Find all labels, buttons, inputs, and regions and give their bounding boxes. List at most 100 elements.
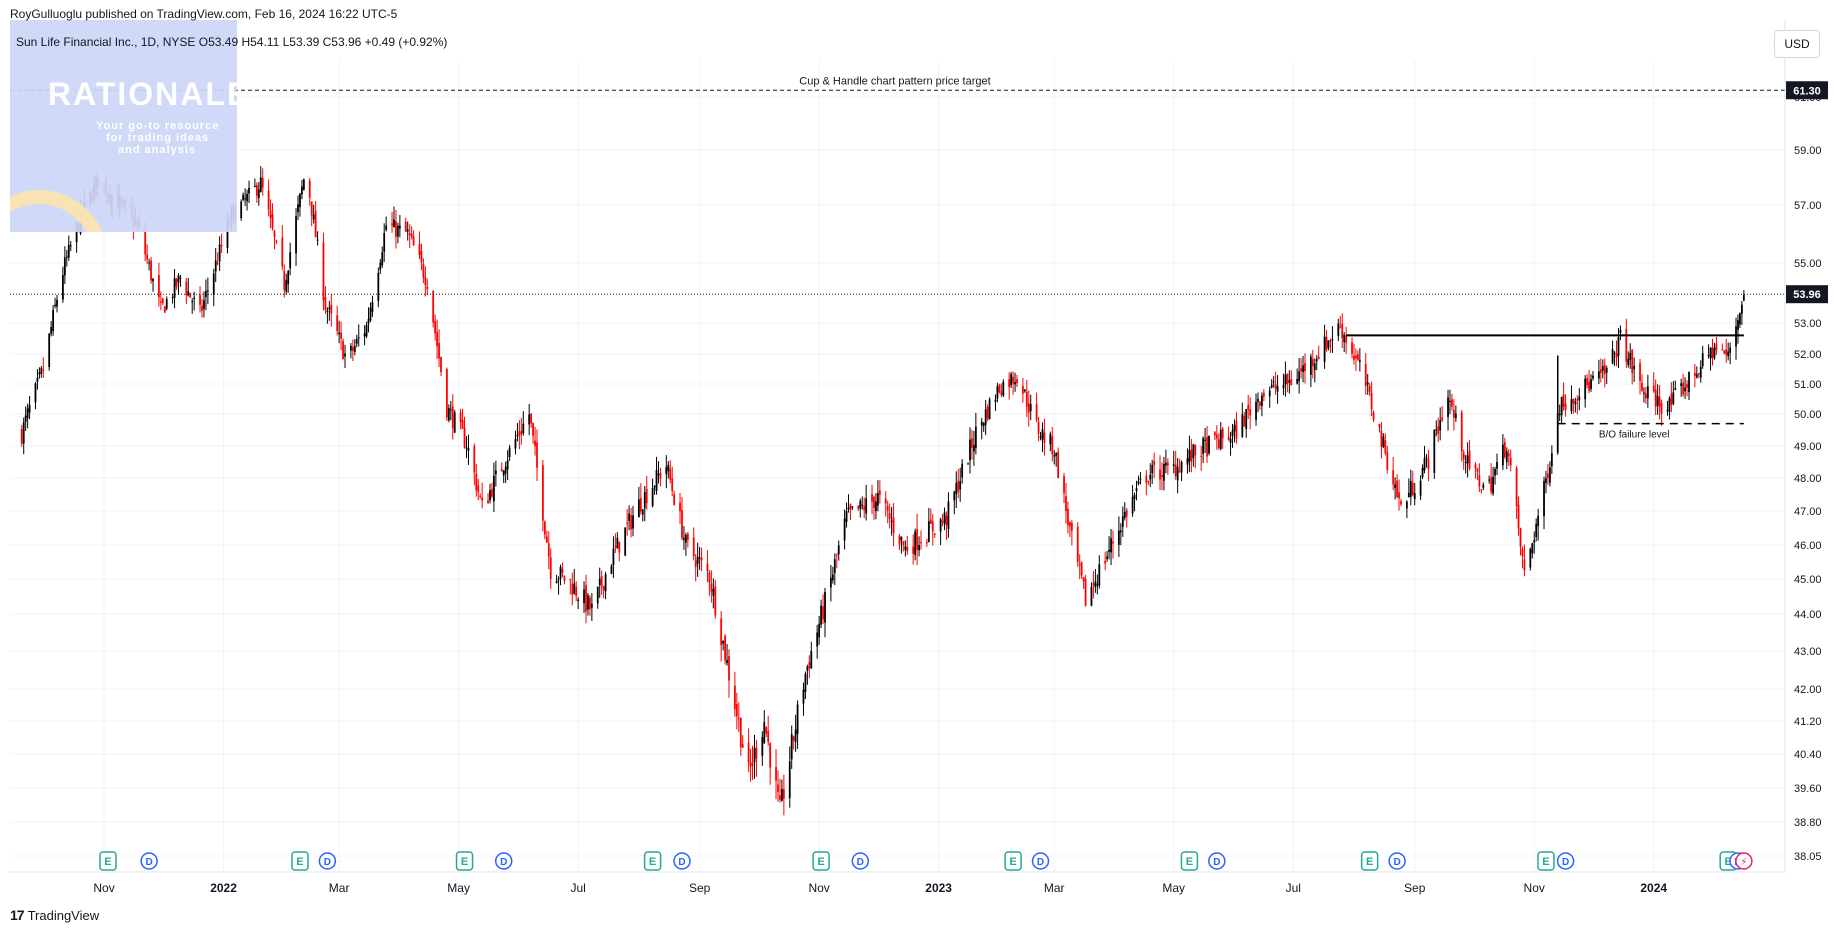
- candle-body: [201, 305, 203, 311]
- candle-body: [481, 497, 484, 501]
- candle-body: [873, 496, 875, 509]
- candle-body: [673, 494, 676, 505]
- candle-body: [1707, 355, 1710, 357]
- candle-body: [1715, 343, 1718, 350]
- candle-body: [892, 517, 895, 534]
- candle-body: [1112, 541, 1114, 544]
- earnings-icon-label: E: [649, 856, 656, 868]
- candle-body: [214, 260, 217, 272]
- candle-body: [398, 225, 401, 229]
- candle-body: [1133, 495, 1136, 499]
- candle-body: [1104, 560, 1107, 564]
- candle-body: [36, 377, 39, 382]
- candle-body: [802, 689, 805, 704]
- lightning-icon[interactable]: [1735, 852, 1753, 870]
- earnings-icon-label: E: [1009, 856, 1016, 868]
- tradingview-brand: TradingView: [27, 907, 100, 923]
- watermark-arc: [10, 190, 108, 232]
- candle-body: [1599, 369, 1602, 373]
- candle-body: [612, 548, 615, 566]
- candle-body: [549, 557, 552, 579]
- candle-body: [489, 490, 491, 501]
- candle-body: [1337, 323, 1340, 336]
- candle-body: [432, 291, 435, 323]
- candle-body: [1176, 466, 1179, 481]
- candle-body: [1545, 478, 1547, 483]
- earnings-icon[interactable]: [643, 851, 662, 871]
- candle-body: [810, 651, 813, 669]
- candle-body: [1382, 436, 1385, 448]
- candle-body: [1558, 413, 1561, 416]
- candle-body: [692, 537, 695, 557]
- candle-body: [877, 493, 879, 506]
- earnings-icon[interactable]: [812, 851, 830, 871]
- earnings-icon[interactable]: [1004, 851, 1022, 871]
- candle-body: [1282, 384, 1285, 389]
- candle-body: [330, 304, 333, 314]
- candle-body: [1729, 347, 1732, 353]
- candle-body: [1668, 398, 1671, 412]
- candle-body: [1574, 401, 1577, 405]
- candle-body: [788, 761, 791, 799]
- currency-button[interactable]: USD: [1774, 30, 1820, 58]
- candle-body: [1298, 371, 1301, 382]
- candle-body: [1202, 438, 1205, 454]
- earnings-icon[interactable]: [1180, 851, 1199, 871]
- dividend-icon[interactable]: [673, 852, 691, 870]
- candle-body: [1341, 323, 1344, 339]
- dividend-icon[interactable]: [140, 852, 158, 870]
- candle-body: [475, 473, 478, 491]
- earnings-icon[interactable]: [99, 851, 117, 871]
- candle-body: [216, 262, 219, 265]
- dividend-icon[interactable]: [1388, 852, 1406, 870]
- plot-area[interactable]: [10, 60, 1785, 872]
- candle-body: [1437, 426, 1440, 434]
- candle-body: [847, 507, 850, 510]
- dividend-icon[interactable]: [1556, 852, 1575, 870]
- dividend-icon[interactable]: [318, 852, 337, 870]
- candle-body: [706, 563, 709, 572]
- dividend-icon[interactable]: [494, 852, 513, 870]
- candle-body: [1460, 412, 1463, 452]
- candle-body: [616, 537, 619, 549]
- candle-body: [302, 179, 305, 190]
- tradingview-logo[interactable]: 17 TradingView: [10, 907, 99, 923]
- candle-body: [1672, 392, 1675, 405]
- candle-body: [918, 545, 920, 551]
- candle-body: [506, 460, 509, 470]
- x-tick-label: 2022: [210, 881, 237, 895]
- candle-body: [502, 470, 505, 476]
- candle-body: [669, 468, 672, 480]
- candle-body: [355, 338, 358, 344]
- earnings-icon[interactable]: [291, 851, 309, 871]
- candle-body: [336, 315, 339, 331]
- dividend-icon[interactable]: [851, 852, 870, 870]
- candle-body: [1549, 467, 1551, 483]
- candle-body: [438, 343, 440, 359]
- candle-body: [1002, 381, 1005, 396]
- candle-body: [1286, 373, 1289, 384]
- candle-body: [1008, 379, 1011, 388]
- candle-body: [1578, 396, 1581, 401]
- earnings-icon[interactable]: [1537, 851, 1555, 871]
- candle-body: [1537, 515, 1540, 527]
- candle-body: [961, 463, 964, 478]
- candle-body: [434, 321, 437, 334]
- candle-body: [1053, 455, 1056, 457]
- candle-body: [61, 275, 64, 300]
- dividend-icon[interactable]: [1208, 852, 1226, 870]
- candle-body: [271, 214, 274, 229]
- earnings-icon[interactable]: [455, 851, 474, 871]
- earnings-icon-label: E: [1186, 856, 1193, 868]
- candle-body: [886, 505, 889, 511]
- watermark-line-2: for trading ideas: [106, 132, 210, 144]
- candle-body: [1576, 399, 1579, 401]
- candle-body: [984, 409, 987, 425]
- earnings-icon[interactable]: [1360, 851, 1379, 871]
- candle-body: [1509, 457, 1512, 466]
- dividend-icon[interactable]: [1031, 852, 1050, 870]
- candle-body: [1025, 391, 1028, 407]
- candle-body: [1351, 342, 1353, 354]
- candle-body: [1098, 564, 1101, 586]
